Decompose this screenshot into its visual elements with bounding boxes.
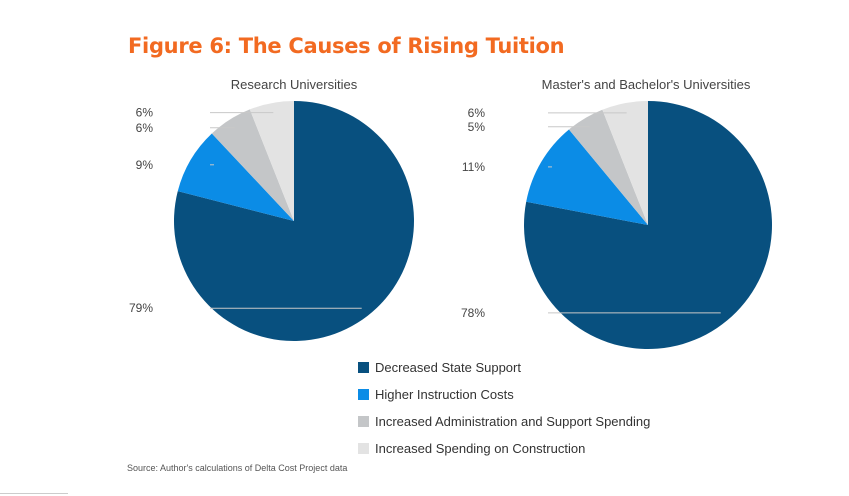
legend-label: Increased Administration and Support Spe…	[375, 414, 651, 429]
slice-label: 9%	[136, 158, 154, 172]
legend-item-instruction-costs: Higher Instruction Costs	[358, 381, 650, 408]
legend-swatch	[358, 443, 369, 454]
legend-item-administration: Increased Administration and Support Spe…	[358, 408, 650, 435]
slice-label: 5%	[468, 120, 486, 134]
legend-item-construction: Increased Spending on Construction	[358, 435, 650, 462]
pie-title-research: Research Universities	[231, 77, 358, 92]
legend-swatch	[358, 416, 369, 427]
pie-slice-increased-administration-and-support-spending	[211, 109, 294, 221]
pie-chart-masters-bachelors: Master's and Bachelor's Universities 78%…	[461, 77, 773, 350]
legend-label: Decreased State Support	[375, 360, 521, 375]
pie-slice-increased-spending-on-construction	[249, 101, 294, 221]
slice-label: 6%	[468, 106, 486, 120]
legend-item-state-support: Decreased State Support	[358, 354, 650, 381]
legend-swatch	[358, 389, 369, 400]
pie-chart-research: Research Universities 79% 9% 6%6%	[129, 77, 415, 341]
legend-swatch	[358, 362, 369, 373]
pie-slice-decreased-state-support	[174, 101, 415, 341]
legend-label: Higher Instruction Costs	[375, 387, 514, 402]
source-note: Source: Author's calculations of Delta C…	[127, 463, 348, 473]
figure-title: Figure 6: The Causes of Rising Tuition	[128, 34, 565, 58]
slice-label: 78%	[461, 306, 485, 320]
pie-slice-decreased-state-support	[524, 101, 773, 350]
pie-slice-higher-instruction-costs	[526, 129, 648, 225]
pie-slice-increased-spending-on-construction	[602, 101, 648, 225]
legend: Decreased State Support Higher Instructi…	[358, 354, 650, 462]
pie-slice-higher-instruction-costs	[177, 133, 294, 221]
slice-label: 6%	[136, 121, 154, 135]
pie-title-masters-bachelors: Master's and Bachelor's Universities	[542, 77, 751, 92]
legend-label: Increased Spending on Construction	[375, 441, 586, 456]
pie-slice-increased-administration-and-support-spending	[568, 109, 648, 225]
slice-label: 11%	[462, 160, 485, 174]
slice-label: 79%	[129, 301, 153, 315]
slice-label: 6%	[136, 106, 154, 120]
divider	[0, 493, 68, 494]
